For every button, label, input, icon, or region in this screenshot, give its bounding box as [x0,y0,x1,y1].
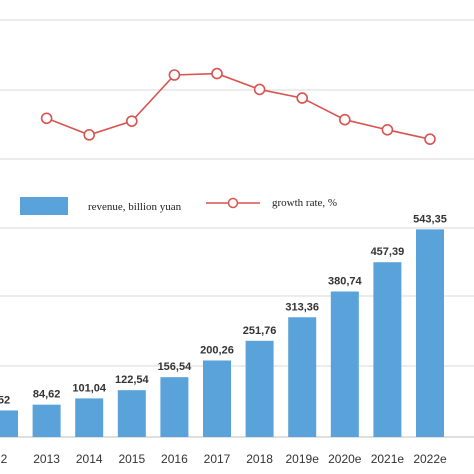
x-tick-2014: 2014 [76,452,103,466]
growth-point-2022e [424,133,436,145]
x-tick-2019e: 2019e [286,452,320,466]
bar-2021e [373,262,402,437]
growth-rate-line [40,67,436,145]
legend-marker-growth [227,197,239,209]
growth-point-2013 [40,112,53,125]
bar-label-2022e: 543,35 [413,213,447,225]
bar-2014 [75,398,104,437]
revenue-bars [0,229,444,437]
legend-label-revenue: revenue, billion yuan [88,201,182,213]
growth-point-2020e [338,113,351,126]
x-tick-2017: 2017 [204,452,231,466]
bar-label-2015: 122,54 [115,374,150,386]
bar-label-2012: 52 [0,394,10,406]
bar-2018 [245,340,274,437]
bar-2017 [203,360,231,437]
bar-2019e [288,317,317,437]
bar-label-2018: 251,76 [243,325,277,337]
x-tick-2015: 2015 [118,452,145,466]
growth-point-2017 [211,67,223,80]
bar-label-2019e: 313,36 [285,301,319,313]
x-tick-2016: 2016 [161,452,188,466]
growth-line-path [46,72,431,140]
bar-label-2013: 84,62 [33,389,61,401]
x-tick-2022e: 2022e [413,452,447,466]
growth-point-2021e [381,124,394,136]
x-tick-2013: 2013 [33,452,60,466]
gridlines [0,19,474,438]
revenue-data-labels: 52 84,62 101,04 122,54 156,54 200,26 251,76 313… [0,213,447,406]
growth-point-2015 [126,115,138,127]
x-tick-2012: 2 [1,452,8,466]
growth-point-2018 [253,83,266,96]
bar-2015 [117,390,146,437]
legend: revenue, billion yuan growth rate, % [20,197,337,215]
x-axis-tick-labels: 2 2013 2014 2015 2016 2017 2018 2019e 2020e 2021e… [1,452,447,466]
legend-label-growth: growth rate, % [272,197,337,209]
growth-point-2019e [296,92,309,104]
legend-swatch-revenue [20,197,68,215]
bar-label-2014: 101,04 [72,382,107,394]
bar-2013 [32,404,61,437]
x-tick-2020e: 2020e [328,452,362,466]
bar-2016 [160,377,189,437]
growth-point-2016 [168,69,181,81]
x-tick-2021e: 2021e [371,452,405,466]
bar-label-2020e: 380,74 [328,276,363,288]
x-tick-2018: 2018 [246,452,273,466]
bar-2020e [330,291,359,437]
growth-point-2014 [83,129,95,141]
bar-label-2021e: 457,39 [371,246,405,258]
bar-label-2016: 156,54 [158,361,193,373]
bar-2022e [416,229,444,437]
bar-2012 [0,410,18,437]
bar-label-2017: 200,26 [200,344,234,356]
